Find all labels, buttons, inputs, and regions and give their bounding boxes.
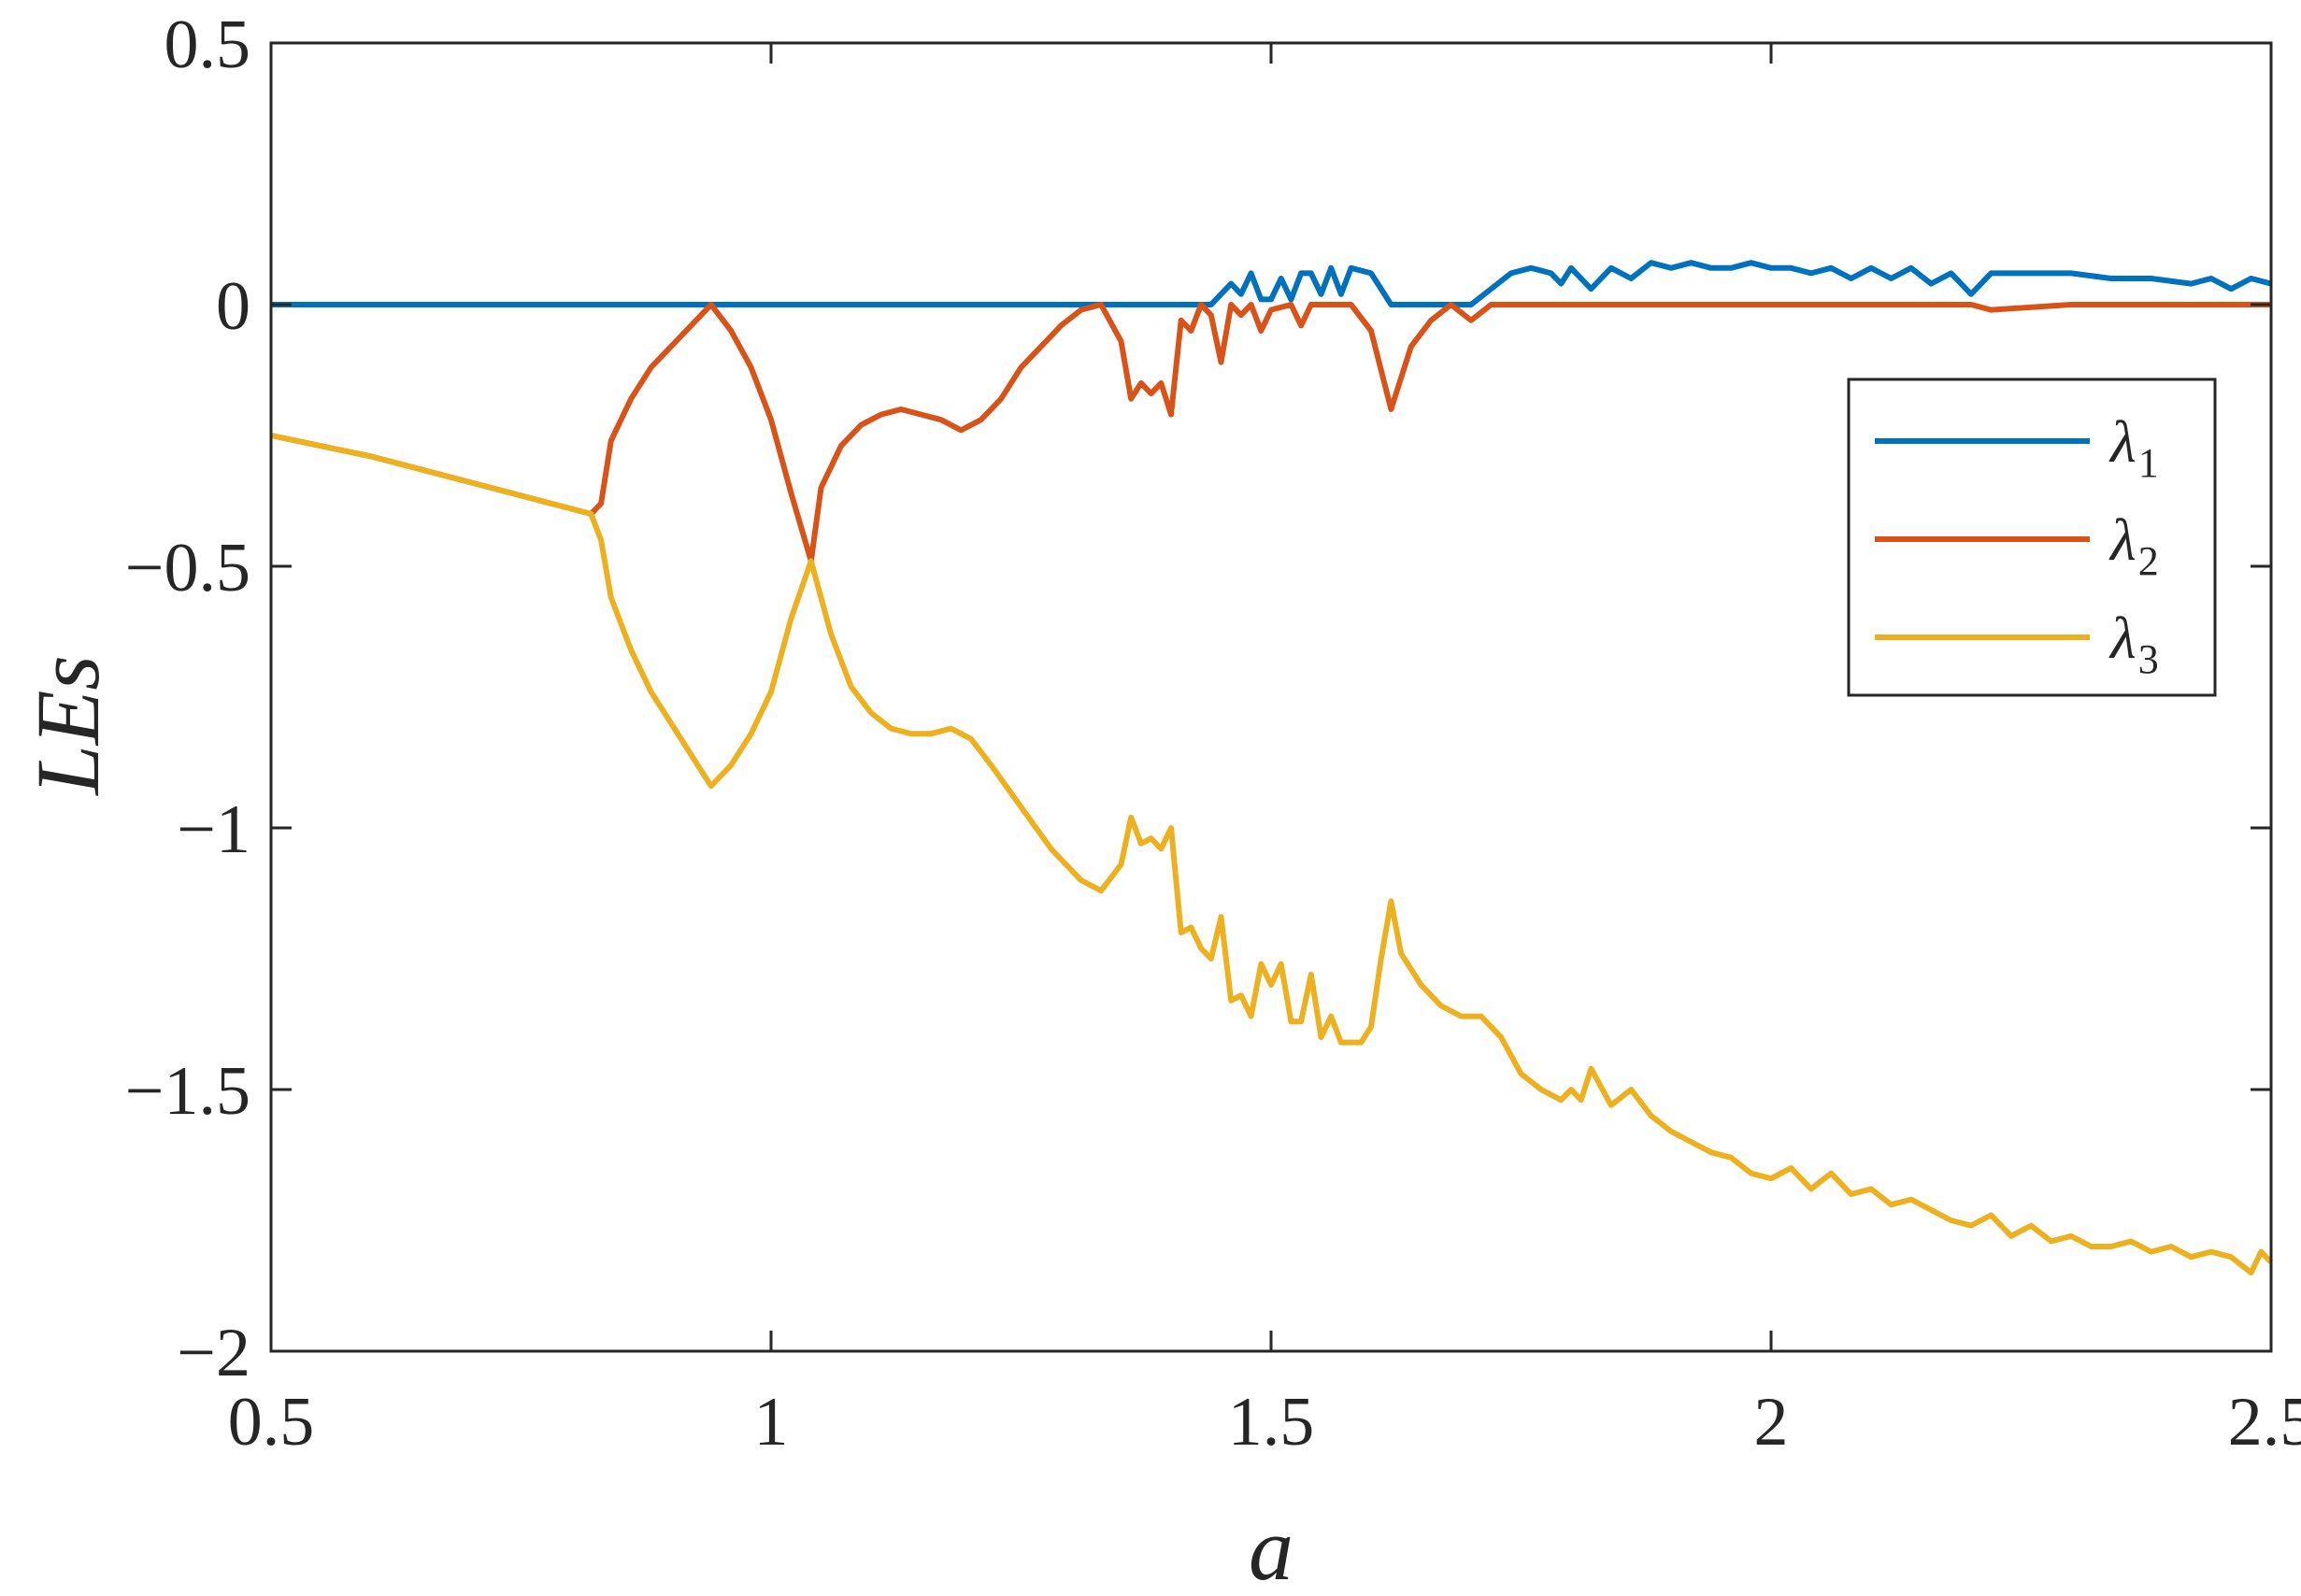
x-tick-label: 2 [1754,1384,1789,1461]
series-line-lambda-3 [270,433,2274,1275]
tick-layer: 0.5 1 1.5 2 2.5 0.5 0 −0.5 −1 −1.5 −2 [125,7,2301,1461]
y-tick-label: 0 [216,268,250,345]
plot-frame [269,41,2273,1353]
x-tick-label: 2.5 [2228,1384,2301,1461]
series-line-lambda-1 [271,260,2272,307]
series-line-lambda-2 [270,302,2271,564]
y-tick-label: −0.5 [125,530,250,606]
x-tick-label: 0.5 [228,1384,315,1461]
y-tick-label: −1 [177,791,250,868]
y-tick-label: −1.5 [125,1053,250,1130]
x-tick-label: 1 [754,1384,789,1461]
x-axis-label: a [1249,1499,1293,1596]
y-tick-label: −2 [177,1315,250,1391]
series-layer [270,260,2274,1275]
y-axis-label: LEs [18,655,118,796]
x-tick-label: 1.5 [1228,1384,1315,1461]
y-tick-label: 0.5 [164,7,251,83]
